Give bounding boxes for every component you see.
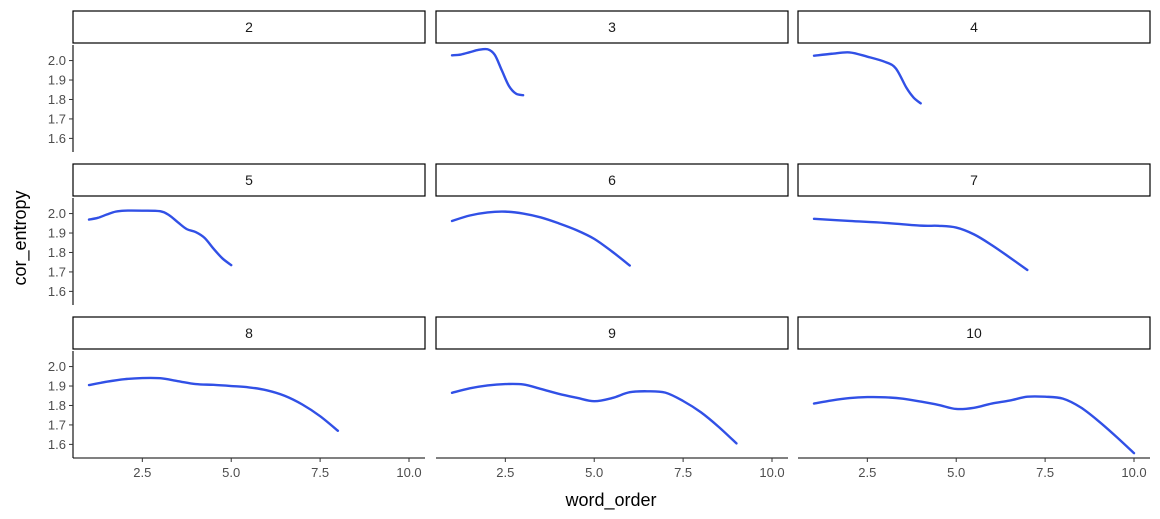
facet-panel: 9 2.5 5.0 7.5 10.0 [435, 316, 789, 480]
x-tick-label: 10.0 [396, 465, 421, 480]
series-line [450, 47, 525, 97]
facet-strip-label: 6 [608, 172, 616, 188]
y-axis-title: cor_entropy [10, 190, 31, 285]
y-tick-label: 1.6 [48, 284, 66, 299]
facet-strip [435, 10, 789, 44]
facet-strip-label: 5 [245, 172, 253, 188]
facet-strip-label: 4 [970, 19, 978, 35]
facet-panel: 10 2.5 5.0 7.5 10.0 [797, 316, 1151, 480]
facet-strip-label: 3 [608, 19, 616, 35]
facet-strip-label: 7 [970, 172, 978, 188]
series-line [812, 217, 1029, 272]
facet-panel: 4 [797, 10, 1151, 105]
facet-strip-label: 9 [608, 325, 616, 341]
facet-strip-label: 2 [245, 19, 253, 35]
x-tick-label: 2.5 [133, 465, 151, 480]
x-tick-label: 5.0 [222, 465, 240, 480]
facet-strip [435, 163, 789, 197]
y-tick-label: 1.7 [48, 264, 66, 279]
y-tick-label: 1.7 [48, 111, 66, 126]
facet-strip [435, 316, 789, 350]
facet-panel: 3 [435, 10, 789, 97]
facet-panel: 6 [435, 163, 789, 267]
x-tick-label: 5.0 [585, 465, 603, 480]
x-axis-title: word_order [564, 490, 656, 511]
series-line [812, 51, 922, 105]
y-tick-label: 1.9 [48, 73, 66, 88]
facet-panel: 7 [797, 163, 1151, 272]
series-line [450, 382, 738, 445]
y-tick-label: 2.0 [48, 53, 66, 68]
y-tick-label: 1.8 [48, 245, 66, 260]
x-tick-label: 2.5 [496, 465, 514, 480]
facet-strip [797, 163, 1151, 197]
facet-strip [72, 10, 426, 44]
x-tick-label: 2.5 [858, 465, 876, 480]
x-tick-label: 5.0 [947, 465, 965, 480]
series-line [87, 376, 340, 432]
y-tick-label: 1.9 [48, 226, 66, 241]
series-line [450, 210, 631, 267]
facet-strip [72, 163, 426, 197]
y-tick-label: 1.7 [48, 417, 66, 432]
x-tick-label: 10.0 [759, 465, 784, 480]
y-tick-label: 1.6 [48, 131, 66, 146]
panels-layer: 2 1.6 1.7 1.8 1.9 2.0 3 4 5 1.6 1.7 1.8 1.9 2.0 6 7 8 1.6… [48, 10, 1151, 480]
facet-strip-label: 8 [245, 325, 253, 341]
x-tick-label: 7.5 [674, 465, 692, 480]
facet-strip [797, 10, 1151, 44]
y-tick-label: 1.9 [48, 379, 66, 394]
series-line [812, 395, 1136, 455]
facet-panel: 2 1.6 1.7 1.8 1.9 2.0 [48, 10, 426, 152]
y-tick-label: 2.0 [48, 206, 66, 221]
facet-strip-label: 10 [966, 325, 982, 341]
series-line [87, 209, 233, 267]
y-tick-label: 1.8 [48, 92, 66, 107]
x-tick-label: 10.0 [1121, 465, 1146, 480]
y-tick-label: 1.8 [48, 398, 66, 413]
facet-strip [72, 316, 426, 350]
facet-panel: 8 1.6 1.7 1.8 1.9 2.0 2.5 5.0 7.5 10.0 [48, 316, 426, 480]
facet-strip [797, 316, 1151, 350]
y-tick-label: 1.6 [48, 437, 66, 452]
x-tick-label: 7.5 [311, 465, 329, 480]
y-tick-label: 2.0 [48, 359, 66, 374]
x-tick-label: 7.5 [1036, 465, 1054, 480]
facet-panel: 5 1.6 1.7 1.8 1.9 2.0 [48, 163, 426, 305]
